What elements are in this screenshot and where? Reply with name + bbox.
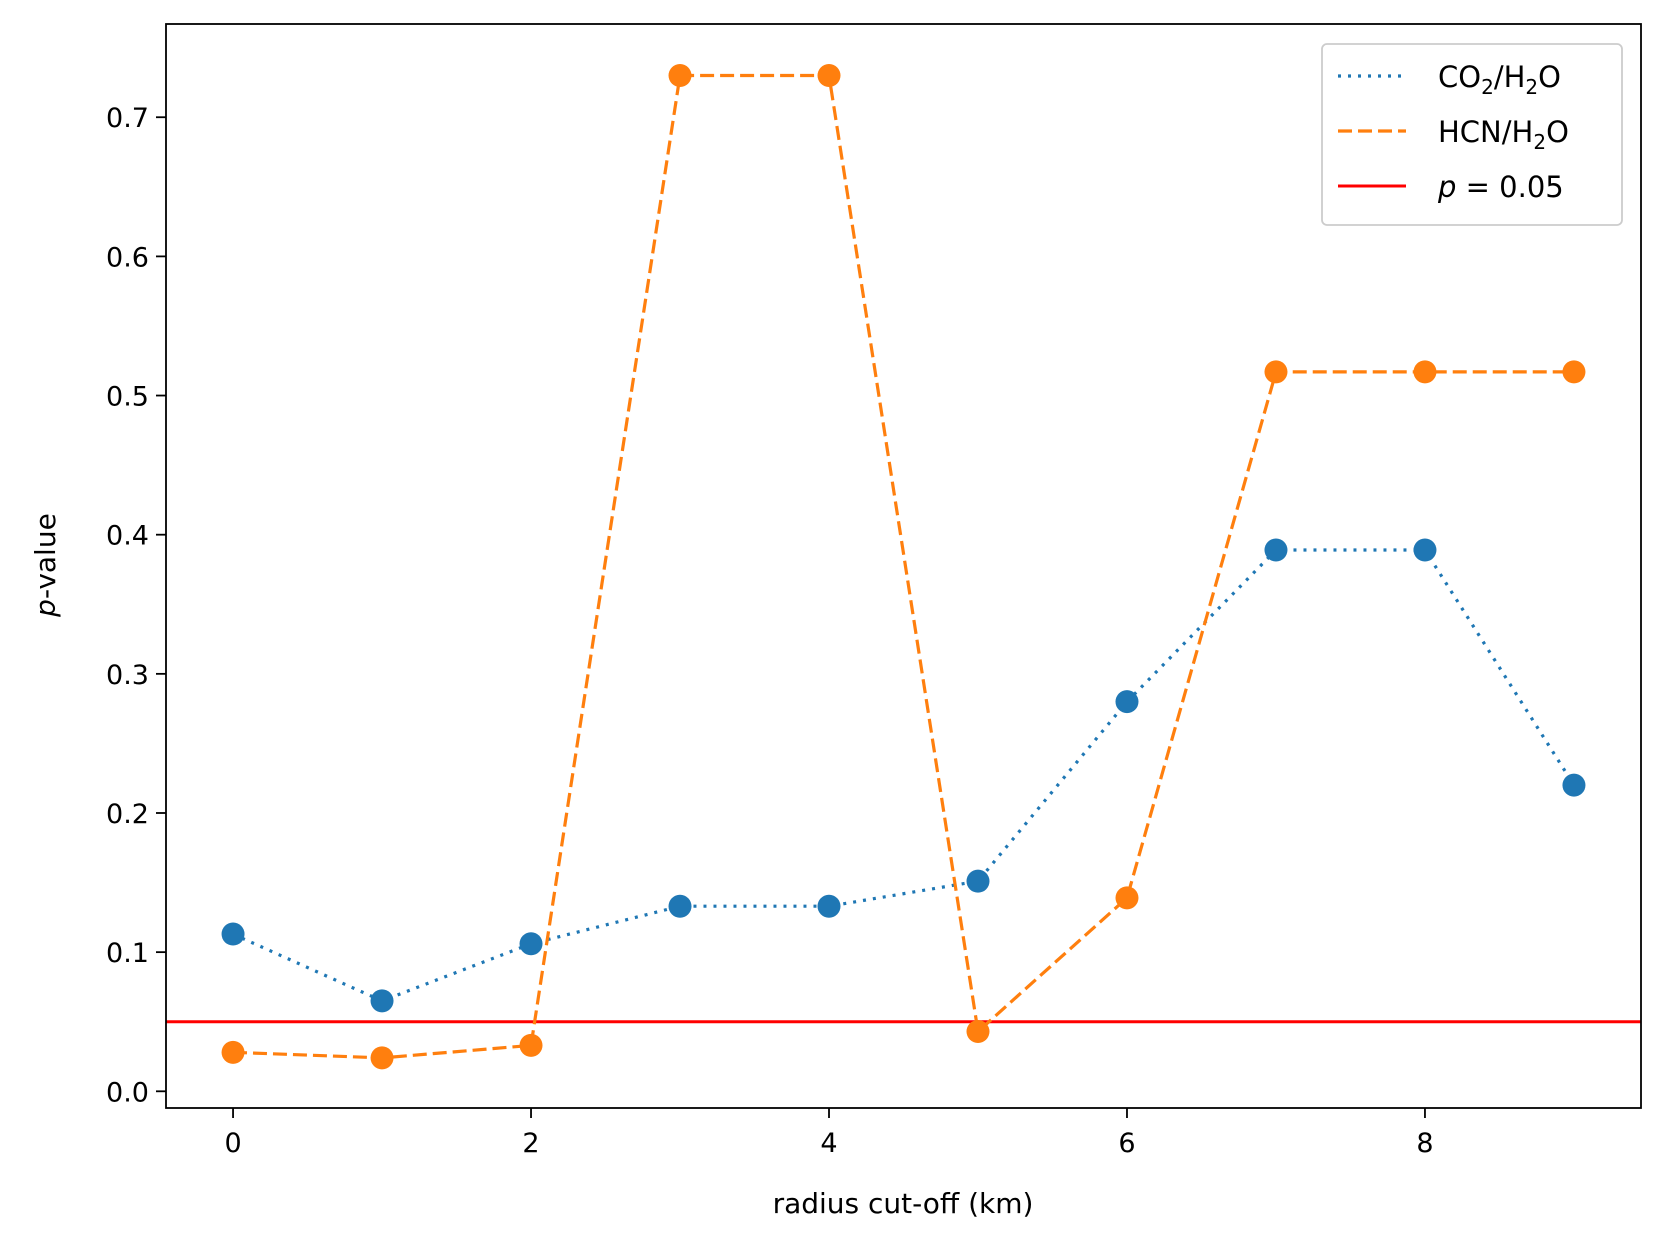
- legend-label-1-sub2: 2: [1525, 75, 1538, 99]
- series-1-point-1: [370, 989, 394, 1013]
- y-tick-label-1: 0.1: [106, 938, 149, 969]
- y-tick-label-7: 0.7: [106, 103, 149, 134]
- x-axis-label: radius cut-off (km): [773, 1187, 1034, 1220]
- x-tick-label-0: 0: [224, 1128, 241, 1159]
- legend-label-2-end: O: [1546, 115, 1569, 149]
- legend-label-1-end: O: [1538, 60, 1561, 94]
- series-2-point-0: [221, 1040, 245, 1064]
- legend-label-1-sub1: 2: [1481, 75, 1494, 99]
- x-tick-label-3: 6: [1118, 1128, 1135, 1159]
- legend-label-2-mid: /H: [1502, 115, 1534, 149]
- y-tick-label-6: 0.6: [106, 242, 149, 273]
- y-axis-label-rest: -value: [29, 513, 62, 599]
- series-line-2: [232, 73, 1574, 1060]
- x-tick-label-2: 4: [820, 1128, 837, 1159]
- axis-ticks: 0 2 4 6 8 0.0 0.1 0.2 0.3 0.4 0.5 0.6 0.7: [106, 103, 1434, 1159]
- legend-label-3-italic: p: [1437, 170, 1456, 204]
- series-1-point-7: [1264, 538, 1288, 562]
- legend-label-3: p = 0.05: [1437, 170, 1564, 204]
- legend-label-1-base: CO: [1438, 60, 1481, 94]
- series-2-point-6: [1115, 886, 1139, 910]
- legend-label-2-base: HCN: [1438, 115, 1502, 149]
- series-1-point-2: [519, 932, 543, 956]
- plot-content: [166, 63, 1641, 1070]
- plot-area: [165, 23, 1642, 1109]
- legend-label-2-sub2: 2: [1533, 130, 1546, 154]
- legend-label-1-mid: /H: [1494, 60, 1526, 94]
- series-1-point-8: [1413, 538, 1437, 562]
- y-tick-label-2: 0.2: [106, 799, 149, 830]
- legend-label-2: HCN/H2O: [1438, 115, 1569, 154]
- plot-frame: [165, 23, 1642, 1109]
- x-tick-label-4: 8: [1416, 1128, 1433, 1159]
- series-1-point-3: [668, 894, 692, 918]
- series-2-point-8: [1413, 360, 1437, 384]
- legend-label-1: CO2/H2O: [1438, 60, 1561, 99]
- series-2-point-1: [370, 1046, 394, 1070]
- series-1-point-9: [1562, 773, 1586, 797]
- series-1-point-0: [221, 922, 245, 946]
- y-axis-label: p-value: [29, 513, 62, 618]
- series-2-point-9: [1562, 360, 1586, 384]
- series-line-1: [232, 548, 1576, 1003]
- x-tick-label-1: 2: [522, 1128, 539, 1159]
- legend-label-3-rest: = 0.05: [1456, 170, 1563, 204]
- legend-box: [1321, 43, 1623, 226]
- series-2-point-2: [519, 1033, 543, 1057]
- y-tick-label-5: 0.5: [106, 382, 149, 413]
- series-1-point-6: [1115, 690, 1139, 714]
- series-2-point-4: [817, 63, 841, 87]
- y-axis-label-italic: p: [29, 599, 62, 618]
- series-1-point-5: [966, 869, 990, 893]
- series-2-point-7: [1264, 360, 1288, 384]
- series-1-point-4: [817, 894, 841, 918]
- series-2-point-5: [966, 1019, 990, 1043]
- y-tick-label-3: 0.3: [106, 660, 149, 691]
- series-2-point-3: [668, 63, 692, 87]
- y-tick-label-4: 0.4: [106, 521, 149, 552]
- y-tick-label-0: 0.0: [106, 1077, 149, 1108]
